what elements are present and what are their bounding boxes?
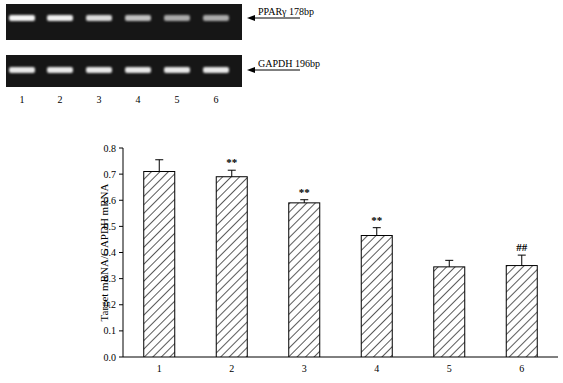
y-tick xyxy=(119,200,123,201)
y-tick-label: 0.1 xyxy=(104,325,117,336)
y-tick xyxy=(119,357,123,358)
bar xyxy=(144,172,175,357)
band-arrow-head xyxy=(247,15,255,21)
y-tick-label: 0.7 xyxy=(104,169,117,180)
gel-panel xyxy=(6,4,242,40)
gel-band xyxy=(86,15,112,21)
error-bar xyxy=(300,200,308,203)
x-tick-label: 5 xyxy=(447,363,452,374)
y-axis-label: Target mRNA/GAPDH mRNA xyxy=(98,184,110,322)
x-axis xyxy=(123,357,558,358)
lane-label: 1 xyxy=(20,94,25,105)
bars xyxy=(144,160,538,357)
band-label: PPARγ 178bp xyxy=(258,6,314,17)
significance-mark: ** xyxy=(371,214,383,226)
gel-band xyxy=(125,15,151,21)
bar xyxy=(361,236,392,357)
error-bar xyxy=(228,170,236,177)
figure: PPARγ 178bpGAPDH 196bp1234560.00.10.20.3… xyxy=(0,0,563,383)
bar xyxy=(289,203,320,357)
band-arrow xyxy=(250,18,300,19)
y-tick xyxy=(119,226,123,227)
lane-label: 4 xyxy=(136,94,141,105)
lane-label: 2 xyxy=(58,94,63,105)
gel-band xyxy=(164,15,190,21)
gel-band xyxy=(9,15,35,21)
bar xyxy=(506,266,537,357)
gel-band xyxy=(125,67,151,73)
significance-mark: ## xyxy=(516,241,528,253)
x-tick-label: 4 xyxy=(374,363,379,374)
gel-band xyxy=(86,67,112,73)
y-tick xyxy=(119,330,123,331)
significance-mark: ** xyxy=(226,156,238,168)
lane-label: 5 xyxy=(175,94,180,105)
gel-band xyxy=(47,15,73,21)
y-tick xyxy=(119,304,123,305)
chart-svg: PPARγ 178bpGAPDH 196bp1234560.00.10.20.3… xyxy=(0,0,563,383)
bar xyxy=(434,267,465,357)
y-tick-label: 0.8 xyxy=(104,143,117,154)
y-tick xyxy=(119,174,123,175)
gel-band xyxy=(203,15,229,21)
x-tick-label: 6 xyxy=(519,363,524,374)
x-tick-label: 2 xyxy=(229,363,234,374)
gel-band xyxy=(203,67,229,73)
x-tick-label: 3 xyxy=(302,363,307,374)
error-bar xyxy=(518,255,526,265)
significance-mark: ** xyxy=(299,186,311,198)
gel-band xyxy=(164,67,190,73)
x-tick-label: 1 xyxy=(157,363,162,374)
gel-band xyxy=(47,67,73,73)
band-label: GAPDH 196bp xyxy=(258,58,320,69)
lane-label: 6 xyxy=(214,94,219,105)
gel-panel xyxy=(6,55,242,87)
y-tick xyxy=(119,278,123,279)
lane-label: 3 xyxy=(97,94,102,105)
error-bar xyxy=(155,160,163,172)
band-arrow xyxy=(250,70,300,71)
error-bar xyxy=(373,228,381,236)
y-tick xyxy=(119,148,123,149)
error-bar xyxy=(445,260,453,267)
y-tick-label: 0.0 xyxy=(104,352,117,363)
gel-band xyxy=(9,67,35,73)
bar xyxy=(216,177,247,357)
y-tick xyxy=(119,252,123,253)
band-arrow-head xyxy=(247,67,255,73)
